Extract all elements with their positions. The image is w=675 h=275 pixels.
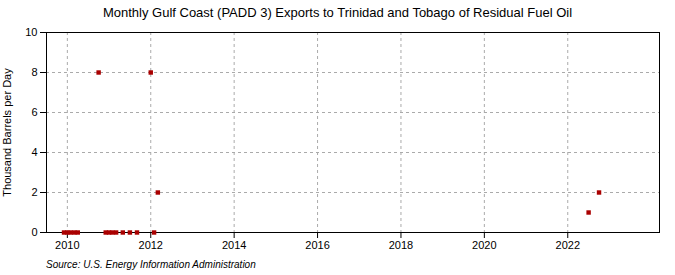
html-text:Monthly Gulf Coast (PADD 3) Ex: Monthly Gulf Coast (PADD 3) Exports to T… [102, 5, 573, 20]
svg-text:Thousand Barrels per Day: Thousand Barrels per Day [1, 68, 13, 197]
html-text:Source: U.S. Energy Informatio: Source: U.S. Energy Information Administ… [46, 259, 256, 270]
svg-text:6: 6 [31, 106, 37, 118]
svg-text:10: 10 [25, 26, 37, 38]
svg-text:2010: 2010 [55, 239, 79, 251]
svg-text:2020: 2020 [472, 239, 496, 251]
svg-text:2: 2 [31, 186, 37, 198]
svg-text:4: 4 [31, 146, 37, 158]
svg-text:8: 8 [31, 66, 37, 78]
svg-text:2018: 2018 [389, 239, 413, 251]
svg-text:0: 0 [31, 226, 37, 238]
svg-text:2014: 2014 [222, 239, 246, 251]
svg-text:2016: 2016 [305, 239, 329, 251]
svg-text:2022: 2022 [556, 239, 580, 251]
svg-text:2012: 2012 [139, 239, 163, 251]
